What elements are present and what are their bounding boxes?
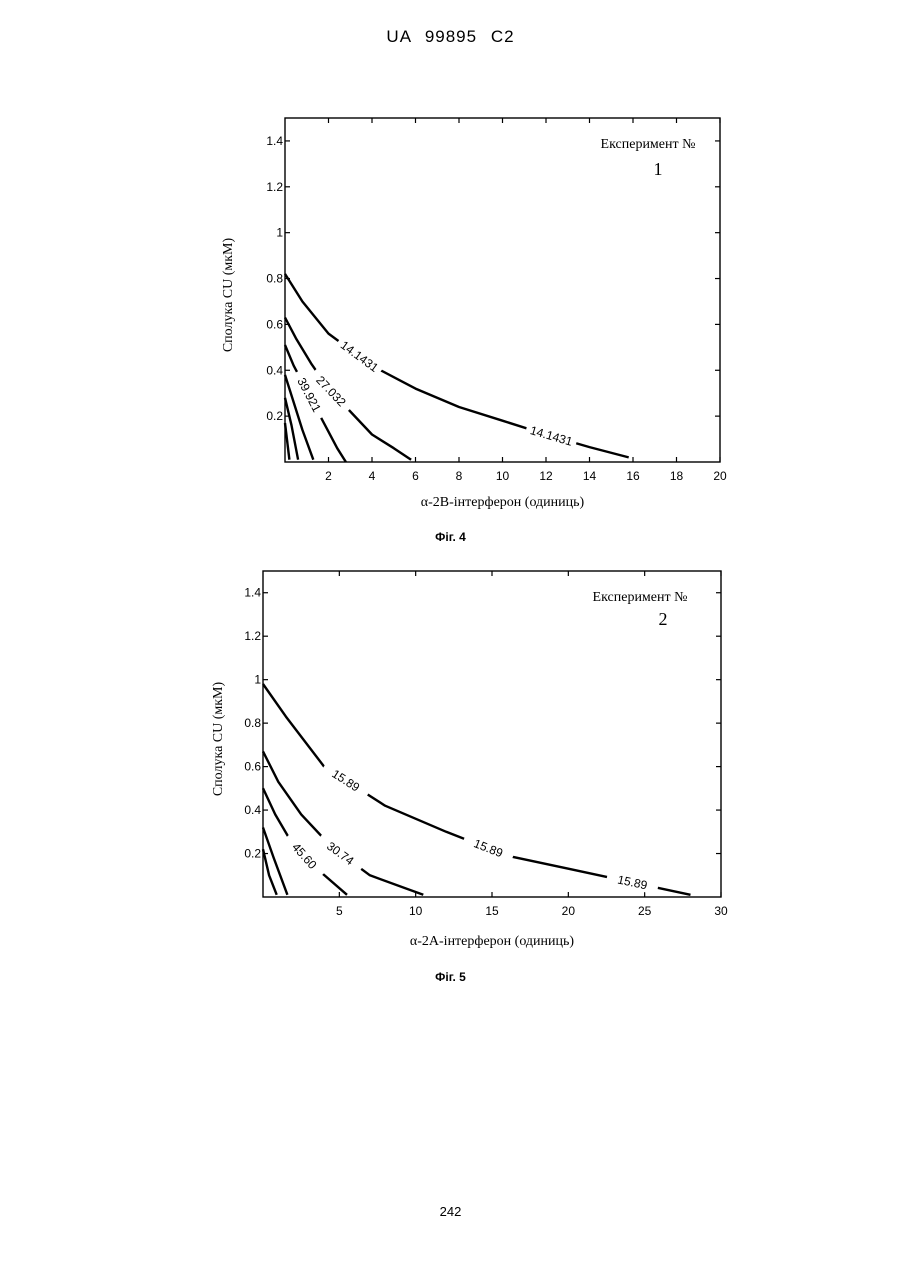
x-tick-label: 5 [336,904,343,918]
x-axis-title: α-2В-інтерферон (одиниць) [421,495,585,510]
y-tick-label: 0.4 [244,803,261,817]
x-tick-label: 25 [638,904,652,918]
y-tick-label: 1 [276,226,283,240]
x-tick-label: 14 [583,469,597,483]
y-tick-label: 0.6 [266,317,283,331]
y-tick-label: 0.2 [244,847,261,861]
x-tick-label: 15 [485,904,499,918]
y-tick-label: 0.8 [266,272,283,286]
y-tick-label: 1 [254,673,261,687]
x-tick-label: 18 [670,469,684,483]
figure-5-chart: 0.2 0.4 0.6 0.8 1 1.2 1.4 5 10 15 20 25 30 α-2А-інтер… [0,555,901,1015]
document-header: UA 99895 C2 [0,27,901,47]
contour-label: 15.89 [616,872,649,892]
y-tick-label: 0.4 [266,363,283,377]
x-tick-label: 16 [626,469,640,483]
x-tick-label: 20 [713,469,727,483]
y-tick-label: 1.4 [266,134,283,148]
y-axis-title: Сполука CU (мкМ) [221,238,236,353]
x-tick-label: 6 [412,469,419,483]
figure-5-caption: Фіг. 5 [0,970,901,984]
x-tick-label: 10 [409,904,423,918]
contour-label: 15.89 [472,836,505,860]
x-axis-title: α-2А-інтерферон (одиниць) [410,934,574,949]
y-axis-title: Сполука CU (мкМ) [211,682,226,797]
figure-4-caption: Фіг. 4 [0,530,901,544]
x-tick-label: 12 [539,469,553,483]
experiment-label: Експеримент № [593,590,688,605]
experiment-number: 2 [659,609,668,629]
y-tick-label: 0.8 [244,716,261,730]
y-tick-label: 1.4 [244,586,261,600]
x-tick-label: 8 [456,469,463,483]
page-number: 242 [0,1204,901,1219]
x-tick-label: 4 [369,469,376,483]
y-tick-label: 1.2 [266,180,283,194]
x-tick-label: 2 [325,469,332,483]
contour-line [263,849,277,895]
y-tick-label: 0.6 [244,760,261,774]
contour-label: 14.1431 [338,338,381,375]
experiment-label: Експеримент № [601,137,696,152]
contour-label: 14.1431 [528,423,574,449]
y-tick-label: 0.2 [266,409,283,423]
x-tick-label: 30 [714,904,728,918]
contour-line [285,274,629,458]
experiment-number: 1 [654,159,663,179]
x-tick-label: 10 [496,469,510,483]
y-tick-label: 1.2 [244,629,261,643]
figure-4-chart: 0.2 0.4 0.6 0.8 1 1.2 1.4 2 4 6 8 10 12 14 16 18 20 α-2В-… [0,100,901,560]
x-tick-label: 20 [562,904,576,918]
contour-line [263,684,691,895]
